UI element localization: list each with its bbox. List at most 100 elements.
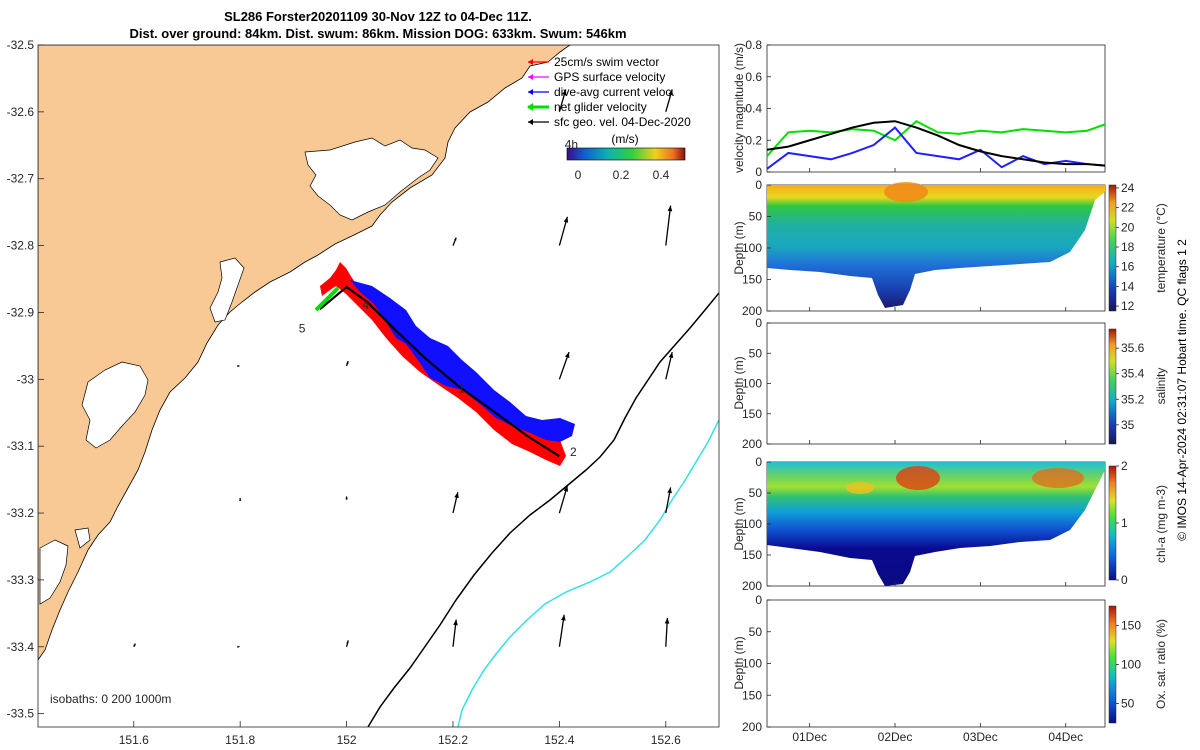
chla-field (767, 462, 1105, 586)
colorbar-tick-label: 14 (1121, 279, 1135, 293)
map-x-tick-label: 152 (337, 733, 357, 747)
depth-tick-label: 50 (749, 625, 763, 639)
lake-3 (81, 361, 149, 449)
colorbar-tick-label: 20 (1121, 220, 1135, 234)
cb-tick-1: 0.2 (613, 168, 630, 182)
isobath-200m (367, 292, 719, 727)
colorbar-tick-label: 35.4 (1121, 367, 1145, 381)
temperature-ylabel: Depth (m) (732, 221, 746, 274)
colorbar-tick-label: 1 (1121, 516, 1128, 530)
colorbar-tick-label: 35 (1121, 418, 1135, 432)
current-arrow-head (453, 619, 458, 626)
track-day-label: 2 (570, 445, 577, 459)
current-arrow-head (562, 89, 567, 96)
title-line-2: Dist. over ground: 84km. Dist. swum: 86k… (129, 26, 626, 41)
lake-2 (209, 257, 245, 323)
map-x-tick-label: 151.8 (225, 733, 255, 747)
velocity-series-black (766, 120, 1106, 167)
time-tick-label: 04Dec (1048, 730, 1083, 744)
oxygen-panel: 0 50 100 150 200 50 100 150 Depth (m) Ox. sat. … (732, 593, 1168, 734)
current-arrow-head (133, 643, 136, 647)
temperature-ticks: 0 50 100 150 200 12 14 16 18 20 22 24 (742, 178, 1135, 318)
velocity-ylabel: velocity magnitude (m/s) (732, 43, 746, 173)
current-arrow-head (668, 89, 673, 96)
depth-tick-label: 0 (755, 455, 762, 469)
dive-current-swath (350, 280, 575, 442)
oxygen-ticks: 0 50 100 150 200 50 100 150 (742, 593, 1141, 734)
velocity-tick-label: 0.2 (745, 133, 762, 147)
isobath-1000m (457, 419, 719, 727)
temperature-colorbar (1108, 184, 1117, 312)
salinity-cblabel: salinity (1154, 368, 1168, 405)
chla-panel: 0 50 100 150 200 0 1 2 Depth (m) chl-a (mg m-3) (732, 455, 1168, 593)
velocity-tick-label: 0.6 (745, 70, 762, 84)
temperature-panel: 0 50 100 150 200 12 14 16 18 20 22 24 Depth (m) tem… (732, 178, 1168, 318)
oxygen-cblabel: Ox. sat. ratio (%) (1154, 619, 1168, 709)
time-tick-label: 01Dec (792, 730, 827, 744)
map-y-tick-label: -33.2 (7, 506, 35, 520)
map-x-tick-label: 151.6 (119, 733, 149, 747)
depth-tick-label: 150 (742, 688, 762, 702)
legend-swim: 25cm/s swim vector (554, 55, 659, 69)
map-y-tick-label: -33.3 (7, 573, 35, 587)
depth-tick-label: 50 (749, 486, 763, 500)
colorbar-tick-label: 18 (1121, 240, 1135, 254)
map-x-ticks: 151.6 151.8 152 152.2 152.4 152.6 (119, 721, 681, 747)
temperature-warm-core (884, 182, 928, 202)
current-arrow-head (564, 352, 570, 359)
map-x-tick-label: 152.6 (651, 733, 681, 747)
velocity-tick-label: 0 (755, 165, 762, 179)
current-arrow-head (239, 498, 242, 501)
track-day-label: 5 (299, 322, 306, 336)
current-arrow-head (667, 487, 672, 494)
current-arrow-head (237, 364, 241, 368)
depth-tick-label: 200 (742, 720, 762, 734)
title-line-1: SL286 Forster20201109 30-Nov 12Z to 04-D… (224, 9, 532, 24)
map-y-ticks: -32.5 -32.6 -32.7 -32.8 -32.9 -33 -33.1 -33.2 -3… (7, 38, 44, 721)
current-arrow-head (664, 617, 670, 624)
isobaths-label: isobaths: 0 200 1000m (50, 692, 171, 706)
glider-track-line (319, 285, 560, 458)
profile-panels: 0 0.2 0.4 0.6 0.8 velocity magnitude (m/s) 0… (732, 38, 1168, 744)
colorbar-tick-label: 100 (1121, 658, 1141, 672)
current-arrow-head (346, 361, 349, 365)
colorbar-tick-label: 150 (1121, 619, 1141, 633)
map-x-tick-label: 152.4 (544, 733, 574, 747)
current-arrow-head (668, 352, 674, 359)
depth-tick-label: 150 (742, 273, 762, 287)
chla-hotspot-2 (1032, 468, 1084, 488)
time-tick-label: 03Dec (963, 730, 998, 744)
map-y-tick-label: -32.7 (7, 172, 35, 186)
depth-tick-label: 200 (742, 437, 762, 451)
salinity-ticks: 0 50 100 150 200 35 35.2 35.4 35.6 (742, 316, 1145, 451)
colorbar-label: (m/s) (611, 132, 638, 146)
depth-tick-label: 0 (755, 593, 762, 607)
current-arrow-head (563, 216, 569, 223)
net-glider-velocity (314, 286, 340, 312)
map-y-tick-label: -33 (17, 372, 35, 386)
chla-cblabel: chl-a (mg m-3) (1154, 485, 1168, 563)
chla-ylabel: Depth (m) (732, 497, 746, 550)
lake-1 (304, 137, 439, 221)
colorbar-tick-label: 50 (1121, 697, 1135, 711)
colorbar-tick-label: 22 (1121, 201, 1135, 215)
chla-hotspot-3 (846, 482, 874, 494)
map-x-tick-label: 152.2 (438, 733, 468, 747)
legend-net: net glider velocity (554, 100, 647, 114)
depth-tick-label: 100 (742, 517, 762, 531)
map-y-tick-label: -32.5 (7, 38, 35, 52)
lake-5 (74, 527, 91, 549)
map-y-tick-label: -33.1 (7, 439, 35, 453)
colorbar-tick-label: 0 (1121, 573, 1128, 587)
colorbar-tick-label: 16 (1121, 260, 1135, 274)
depth-tick-label: 50 (749, 210, 763, 224)
lake-4 (39, 539, 69, 605)
current-arrow-head (454, 237, 457, 241)
map-legend: 25cm/s swim vector GPS surface velocity … (527, 55, 691, 182)
depth-tick-label: 150 (742, 548, 762, 562)
chla-hotspot-1 (896, 466, 940, 490)
current-arrow-head (454, 492, 459, 499)
temperature-cblabel: temperature (°C) (1154, 203, 1168, 293)
